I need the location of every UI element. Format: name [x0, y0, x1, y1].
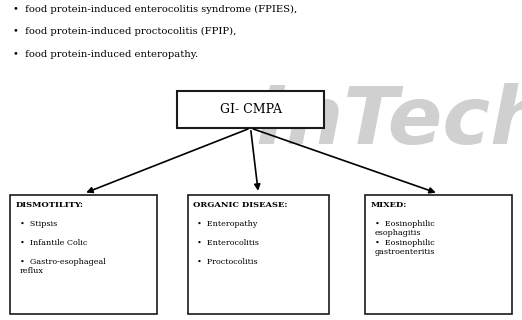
Text: GI- CMPA: GI- CMPA [220, 103, 281, 116]
Text: •  food protein-induced enterocolitis syndrome (FPIES),: • food protein-induced enterocolitis syn… [13, 5, 298, 14]
Text: MIXED:: MIXED: [371, 201, 407, 209]
Text: •  Enteropathy: • Enteropathy [197, 220, 258, 228]
Bar [188, 195, 329, 314]
Text: •  Enterocolitis: • Enterocolitis [197, 239, 259, 247]
Text: •  Stipsis: • Stipsis [20, 220, 57, 228]
Text: •  Eosinophilic
gastroenteritis: • Eosinophilic gastroenteritis [375, 239, 435, 256]
Text: •  Proctocolitis: • Proctocolitis [197, 258, 258, 266]
Bar [365, 195, 512, 314]
Text: DISMOTILITY:: DISMOTILITY: [16, 201, 84, 209]
Text: InTech: InTech [256, 83, 522, 161]
Text: •  Infantile Colic: • Infantile Colic [20, 239, 87, 247]
Text: •  Gastro-esophageal
reflux: • Gastro-esophageal reflux [20, 258, 105, 275]
Bar [10, 195, 157, 314]
Bar [177, 91, 324, 128]
Text: ORGANIC DISEASE:: ORGANIC DISEASE: [193, 201, 288, 209]
Text: •  food protein-induced enteropathy.: • food protein-induced enteropathy. [13, 50, 198, 59]
Text: •  food protein-induced proctocolitis (FPIP),: • food protein-induced proctocolitis (FP… [13, 27, 236, 36]
Text: •  Eosinophilic
esophagitis: • Eosinophilic esophagitis [375, 220, 434, 237]
